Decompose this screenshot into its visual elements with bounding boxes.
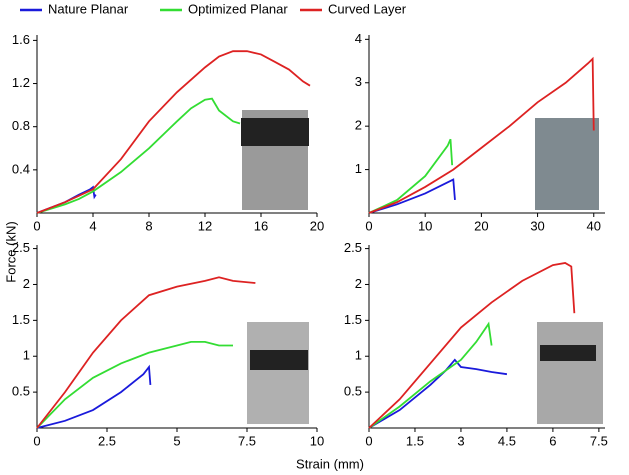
legend-label: Optimized Planar [188, 1, 288, 16]
y-tick-label: 1.5 [12, 312, 30, 327]
series-line [36, 276, 256, 429]
x-tick-label: 1.5 [406, 433, 424, 448]
y-tick-label: 2.5 [12, 240, 30, 255]
y-tick-label: 2 [355, 118, 362, 133]
y-axis-label: Force (kN) [3, 221, 18, 282]
y-tick-label: 1 [355, 348, 362, 363]
photo-press [250, 350, 308, 370]
series-line [368, 358, 508, 429]
photo [537, 322, 603, 424]
series-line [36, 50, 311, 214]
x-tick-label: 0 [33, 433, 40, 448]
x-tick-label: 7.5 [238, 433, 256, 448]
inset-photos [241, 110, 603, 424]
x-tick-label: 8 [145, 218, 152, 233]
x-axis-label: Strain (mm) [296, 456, 364, 471]
x-tick-label: 6 [549, 433, 556, 448]
photo-press [241, 118, 309, 146]
photo [247, 322, 309, 424]
x-tick-label: 4 [89, 218, 96, 233]
series-line [368, 56, 595, 214]
x-tick-label: 3 [457, 433, 464, 448]
x-tick-label: 0 [33, 218, 40, 233]
x-tick-label: 12 [198, 218, 212, 233]
legend-label: Nature Planar [48, 1, 129, 16]
y-tick-label: 3 [355, 74, 362, 89]
y-tick-label: 1.2 [12, 75, 30, 90]
x-tick-label: 20 [310, 218, 324, 233]
series-line [368, 261, 576, 429]
y-tick-label: 0.5 [344, 384, 362, 399]
y-tick-label: 1 [23, 348, 30, 363]
y-tick-label: 4 [355, 31, 362, 46]
photo-press [540, 345, 596, 361]
x-tick-label: 16 [254, 218, 268, 233]
x-tick-label: 30 [530, 218, 544, 233]
y-tick-label: 0.4 [12, 161, 30, 176]
y-tick-label: 2 [23, 276, 30, 291]
legend-label: Curved Layer [328, 1, 407, 16]
series-line [368, 138, 454, 214]
x-tick-label: 10 [418, 218, 432, 233]
series-line [36, 364, 152, 429]
series-line [36, 340, 233, 429]
x-tick-label: 2.5 [98, 433, 116, 448]
x-tick-label: 0 [365, 433, 372, 448]
series-line [368, 321, 493, 429]
x-tick-label: 4.5 [498, 433, 516, 448]
x-tick-label: 7.5 [590, 433, 608, 448]
x-tick-label: 5 [173, 433, 180, 448]
x-tick-label: 0 [365, 218, 372, 233]
x-tick-label: 20 [474, 218, 488, 233]
y-tick-label: 1.6 [12, 32, 30, 47]
y-tick-label: 2 [355, 276, 362, 291]
photo [535, 118, 599, 210]
y-tick-label: 1.5 [344, 312, 362, 327]
series-line [368, 178, 456, 214]
y-tick-label: 2.5 [344, 240, 362, 255]
y-tick-label: 0.5 [12, 384, 30, 399]
y-tick-label: 0.8 [12, 118, 30, 133]
series-line [36, 97, 241, 214]
y-tick-label: 1 [355, 161, 362, 176]
x-tick-label: 10 [310, 433, 324, 448]
x-tick-label: 40 [587, 218, 601, 233]
